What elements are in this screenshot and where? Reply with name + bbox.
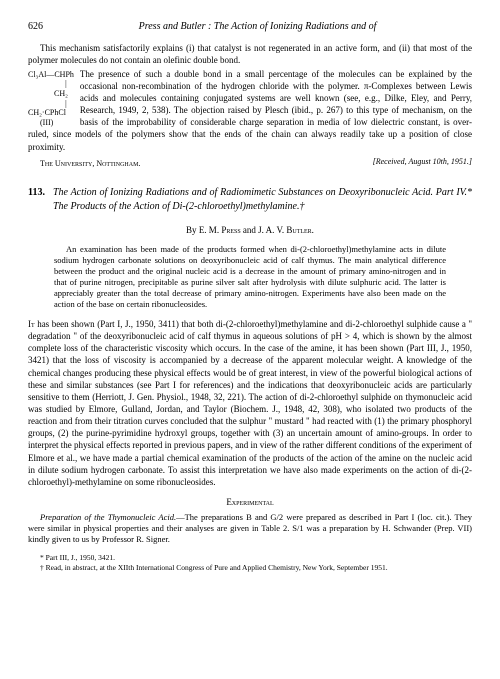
chem-line-1: Cl₃Al—CHPh — [28, 70, 74, 80]
page-header: 626 Press and Butler : The Action of Ion… — [28, 20, 472, 34]
chem-line-6: (III) — [28, 118, 74, 128]
author-1: E. M. Press — [199, 225, 241, 235]
chem-line-3: CH₂ — [28, 89, 74, 99]
chem-line-4: | — [28, 99, 74, 109]
chem-line-5: CH₂·CPhCl — [28, 108, 74, 118]
author-2: J. A. V. Butler. — [258, 225, 314, 235]
abstract: An examination has been made of the prod… — [54, 244, 446, 310]
page-number: 626 — [28, 20, 43, 34]
closing-text-2: The presence of such a double bond in a … — [28, 68, 472, 153]
authors-prefix: By — [186, 225, 199, 235]
article-number: 113. — [28, 186, 45, 214]
footnote-1: * Part III, J., 1950, 3421. — [28, 553, 472, 562]
experimental-para-1: Preparation of the Thymonucleic Acid.—Th… — [28, 512, 472, 545]
experimental-heading: Experimental — [28, 496, 472, 508]
chem-line-2: | — [28, 79, 74, 89]
authors-and: and — [241, 225, 259, 235]
article-title: The Action of Ionizing Radiations and of… — [53, 186, 472, 214]
closing-para-2-wrapper: Cl₃Al—CHPh | CH₂ | CH₂·CPhCl (III) The p… — [28, 68, 472, 155]
chem-structure: Cl₃Al—CHPh | CH₂ | CH₂·CPhCl (III) — [28, 70, 74, 128]
authors-line: By E. M. Press and J. A. V. Butler. — [28, 224, 472, 236]
body-lead: It — [28, 319, 35, 329]
exp-subheading: Preparation of the Thymonucleic Acid. — [40, 512, 176, 522]
closing-text-1: This mechanism satisfactorily explains (… — [28, 42, 472, 66]
body-para-1: It has been shown (Part I, J., 1950, 341… — [28, 318, 472, 488]
running-title: Press and Butler : The Action of Ionizin… — [43, 20, 472, 34]
received-date: [Received, August 10th, 1951.] — [373, 157, 472, 170]
closing-para-1: This mechanism satisfactorily explains (… — [28, 42, 472, 66]
footnotes: * Part III, J., 1950, 3421. † Read, in a… — [28, 553, 472, 572]
body-text-1: has been shown (Part I, J., 1950, 3411) … — [28, 319, 472, 487]
affiliation: The University, Nottingham. — [28, 159, 140, 170]
affiliation-line: The University, Nottingham. [Received, A… — [28, 157, 472, 170]
footnote-2: † Read, in abstract, at the XIIth Intern… — [28, 563, 472, 572]
article-title-block: 113. The Action of Ionizing Radiations a… — [28, 186, 472, 214]
